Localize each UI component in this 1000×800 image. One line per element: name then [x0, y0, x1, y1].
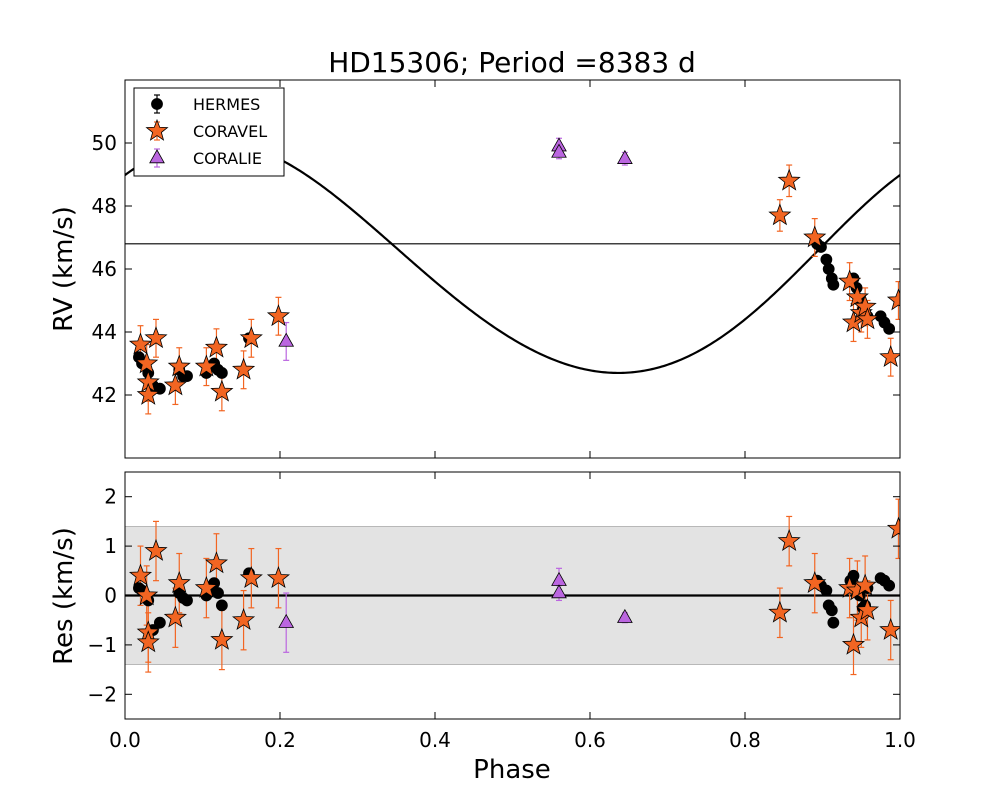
chart-title: HD15306; Period =8383 d	[328, 46, 696, 79]
rv-coravel-point	[128, 332, 153, 355]
rv-coravel-point	[845, 285, 869, 308]
x-tick-label: 0.4	[419, 728, 451, 752]
res-coravel-point	[886, 516, 900, 539]
res-coravel-point	[232, 608, 256, 631]
res-coravel-point	[194, 575, 218, 598]
rv-y-tick-label: 42	[92, 383, 117, 407]
res-hermes-point	[820, 584, 833, 597]
legend-label-hermes: HERMES	[193, 95, 260, 114]
legend-entry-coralie: CORALIE	[149, 148, 262, 168]
res-coravel-point	[204, 551, 229, 574]
rv-y-tick-label: 50	[92, 131, 117, 155]
legend-label-coralie: CORALIE	[193, 149, 262, 168]
x-tick-label: 0.0	[109, 728, 141, 752]
rv-y-tick-label: 46	[92, 257, 117, 281]
res-coravel-point	[128, 563, 153, 586]
res-coravel-point	[266, 566, 291, 589]
res-coralie-point	[551, 584, 567, 599]
legend-marker-coralie	[149, 149, 165, 164]
res-coravel-point	[239, 566, 263, 589]
legend-label-coravel: CORAVEL	[193, 122, 267, 141]
x-tick-label: 1.0	[884, 728, 916, 752]
rv-hermes-point	[883, 322, 896, 335]
legend-entry-hermes: HERMES	[151, 94, 260, 114]
res-y-tick-label: −1	[88, 633, 117, 657]
rv-coravel-point	[135, 351, 159, 374]
rv-coravel-point	[210, 379, 234, 402]
x-tick-label: 0.2	[264, 728, 296, 752]
res-hermes-point	[825, 604, 838, 617]
res-coravel-point	[136, 630, 160, 653]
rv-coravel-point	[879, 345, 900, 368]
rv-hermes-point	[215, 367, 228, 379]
residual-panel: −2 −1 0 1 2 Res (km/s)	[49, 471, 901, 720]
rv-coravel-point	[232, 357, 256, 380]
res-hermes-point	[153, 616, 166, 629]
legend-marker-coravel	[145, 118, 169, 141]
rv-coravel-point	[163, 373, 187, 396]
res-hermes-point	[847, 569, 860, 582]
res-y-tick-label: 1	[104, 534, 117, 558]
rv-coravel-point	[768, 203, 792, 226]
rv-coravel-point	[204, 335, 229, 358]
res-hermes-point	[181, 594, 193, 607]
x-tick-label: 0.6	[574, 728, 606, 752]
res-coravel-point	[167, 570, 191, 593]
res-y-tick-label: −2	[88, 682, 117, 706]
res-coravel-point	[777, 529, 801, 551]
legend-entry-coravel: CORAVEL	[145, 118, 267, 141]
residual-y-axis-label: Res (km/s)	[49, 527, 79, 665]
rv-coralie-point	[616, 149, 633, 164]
res-coravel-point	[853, 573, 877, 596]
res-coravel-point	[210, 627, 234, 650]
legend: HERMES CORAVEL CORALIE	[133, 87, 285, 177]
rv-coravel-point	[194, 354, 218, 377]
x-axis-label: Phase	[473, 755, 551, 785]
rv-coravel-point	[167, 354, 191, 377]
rv-coravel-point	[853, 294, 877, 317]
res-coravel-point	[803, 570, 827, 593]
res-coravel-point	[144, 538, 168, 561]
rv-coravel-point	[886, 288, 900, 311]
res-coralie-point	[278, 613, 295, 628]
rv-coravel-point	[838, 269, 862, 292]
rv-coravel-point	[136, 382, 160, 405]
residual-plot-frame	[124, 471, 901, 720]
res-coravel-point	[768, 600, 792, 623]
res-coralie-point	[616, 608, 633, 623]
res-coravel-point	[841, 632, 866, 655]
res-coravel-point	[855, 598, 880, 621]
rv-hermes-point	[827, 278, 840, 291]
rv-coravel-point	[144, 326, 168, 349]
rv-coralie-point	[278, 332, 295, 347]
rv-coravel-point	[777, 168, 801, 191]
res-hermes-point	[212, 587, 224, 599]
res-coravel-point	[135, 583, 159, 606]
res-y-tick-label: 0	[104, 584, 117, 608]
rv-coravel-point	[239, 326, 263, 349]
res-hermes-point	[883, 579, 896, 592]
res-hermes-point	[827, 616, 840, 629]
rv-coravel-point	[266, 304, 291, 327]
rv-coralie-point	[551, 143, 567, 158]
rv-y-tick-label: 44	[92, 320, 117, 344]
rv-plot-frame	[124, 79, 901, 459]
rv-y-axis-label: RV (km/s)	[49, 206, 79, 332]
res-coravel-point	[879, 617, 900, 640]
rv-coravel-point	[803, 225, 827, 248]
res-y-tick-label: 2	[104, 485, 117, 509]
res-coravel-point	[163, 605, 187, 628]
rv-y-tick-label: 48	[92, 194, 117, 218]
rv-coravel-point	[855, 307, 880, 330]
legend-marker-hermes	[151, 98, 163, 110]
x-tick-label: 0.8	[729, 728, 761, 752]
res-hermes-point	[215, 599, 228, 612]
